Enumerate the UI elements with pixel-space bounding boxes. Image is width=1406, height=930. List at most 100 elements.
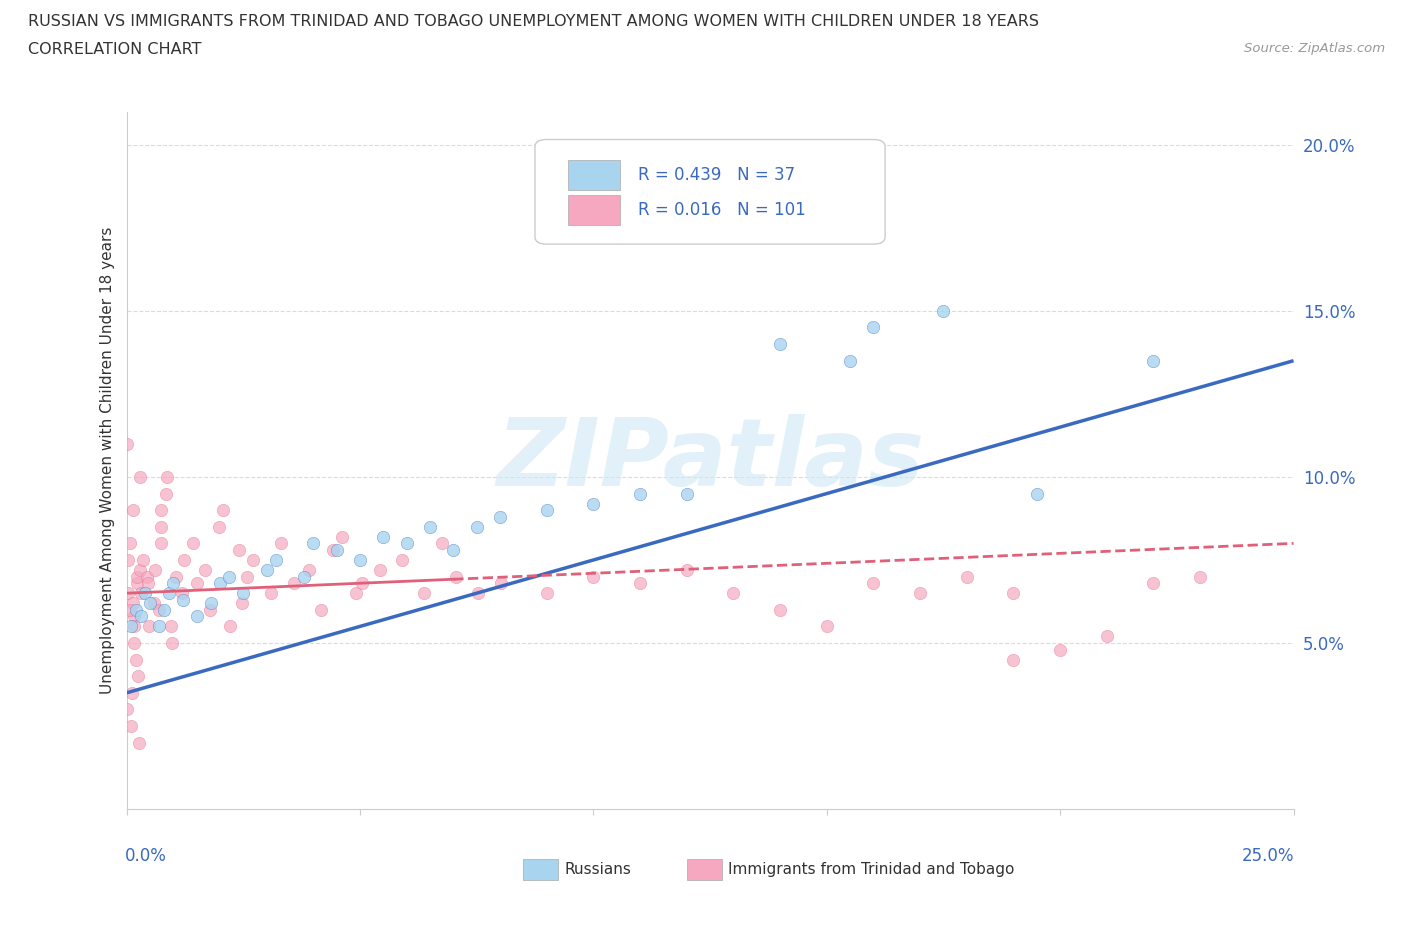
- Point: [283, 576, 305, 591]
- Point: [256, 563, 278, 578]
- Y-axis label: Unemployment Among Women with Children Under 18 years: Unemployment Among Women with Children U…: [100, 227, 115, 694]
- FancyBboxPatch shape: [568, 161, 620, 190]
- Point: [349, 552, 371, 567]
- Point: [769, 603, 792, 618]
- Point: [489, 576, 512, 591]
- Point: [150, 503, 173, 518]
- Point: [862, 576, 884, 591]
- Point: [1002, 586, 1025, 601]
- Point: [121, 596, 143, 611]
- Point: [675, 563, 697, 578]
- Point: [150, 519, 173, 534]
- Point: [302, 536, 325, 551]
- Point: [212, 503, 235, 518]
- Point: [309, 603, 332, 618]
- Point: [956, 569, 979, 584]
- Point: [125, 569, 148, 584]
- Point: [292, 569, 315, 584]
- Point: [139, 596, 162, 611]
- Point: [242, 552, 264, 567]
- FancyBboxPatch shape: [523, 859, 558, 880]
- Point: [218, 569, 240, 584]
- Point: [322, 542, 344, 557]
- Point: [208, 519, 231, 534]
- Point: [120, 719, 142, 734]
- Point: [129, 563, 152, 578]
- Point: [117, 702, 139, 717]
- Point: [330, 529, 353, 544]
- Point: [131, 552, 153, 567]
- Point: [228, 542, 250, 557]
- Point: [862, 320, 884, 335]
- Point: [198, 603, 221, 618]
- Point: [815, 619, 838, 634]
- Point: [128, 470, 150, 485]
- Text: Immigrants from Trinidad and Tobago: Immigrants from Trinidad and Tobago: [727, 862, 1014, 877]
- Point: [153, 603, 176, 618]
- Point: [121, 685, 143, 700]
- Point: [1142, 576, 1164, 591]
- Point: [536, 503, 558, 518]
- Point: [344, 586, 367, 601]
- Point: [1002, 652, 1025, 667]
- Point: [489, 510, 512, 525]
- Point: [136, 576, 159, 591]
- Text: R = 0.016   N = 101: R = 0.016 N = 101: [638, 201, 806, 219]
- Point: [142, 596, 165, 611]
- Point: [186, 576, 208, 591]
- Point: [122, 609, 145, 624]
- Point: [675, 486, 697, 501]
- Point: [1189, 569, 1212, 584]
- Text: 0.0%: 0.0%: [125, 847, 167, 866]
- Point: [117, 586, 139, 601]
- Point: [143, 563, 166, 578]
- Point: [181, 536, 204, 551]
- Point: [122, 503, 145, 518]
- Point: [260, 586, 283, 601]
- Point: [128, 736, 150, 751]
- Text: Source: ZipAtlas.com: Source: ZipAtlas.com: [1244, 42, 1385, 55]
- Point: [155, 486, 177, 501]
- FancyBboxPatch shape: [686, 859, 721, 880]
- Point: [172, 586, 194, 601]
- Point: [125, 652, 148, 667]
- Point: [1095, 629, 1118, 644]
- Point: [419, 519, 441, 534]
- Text: CORRELATION CHART: CORRELATION CHART: [28, 42, 201, 57]
- Point: [231, 596, 253, 611]
- Point: [236, 569, 259, 584]
- Point: [232, 586, 254, 601]
- Point: [465, 519, 488, 534]
- Point: [264, 552, 287, 567]
- Point: [117, 552, 139, 567]
- Point: [208, 576, 231, 591]
- Text: 25.0%: 25.0%: [1241, 847, 1295, 866]
- Point: [1142, 353, 1164, 368]
- Point: [159, 619, 181, 634]
- Point: [165, 569, 187, 584]
- Point: [298, 563, 321, 578]
- Point: [430, 536, 453, 551]
- Point: [136, 569, 159, 584]
- Point: [127, 576, 149, 591]
- Point: [115, 436, 138, 451]
- Point: [395, 536, 418, 551]
- Point: [138, 619, 160, 634]
- Point: [172, 592, 194, 607]
- FancyBboxPatch shape: [534, 140, 886, 245]
- Point: [125, 603, 148, 618]
- Point: [157, 586, 180, 601]
- Point: [129, 609, 152, 624]
- Point: [441, 542, 464, 557]
- Point: [1049, 643, 1071, 658]
- Point: [373, 529, 395, 544]
- Point: [628, 486, 651, 501]
- Point: [582, 496, 605, 511]
- Point: [932, 303, 955, 318]
- Point: [391, 552, 413, 567]
- Point: [628, 576, 651, 591]
- Point: [134, 586, 156, 601]
- Point: [444, 569, 467, 584]
- Point: [908, 586, 931, 601]
- Point: [148, 603, 170, 618]
